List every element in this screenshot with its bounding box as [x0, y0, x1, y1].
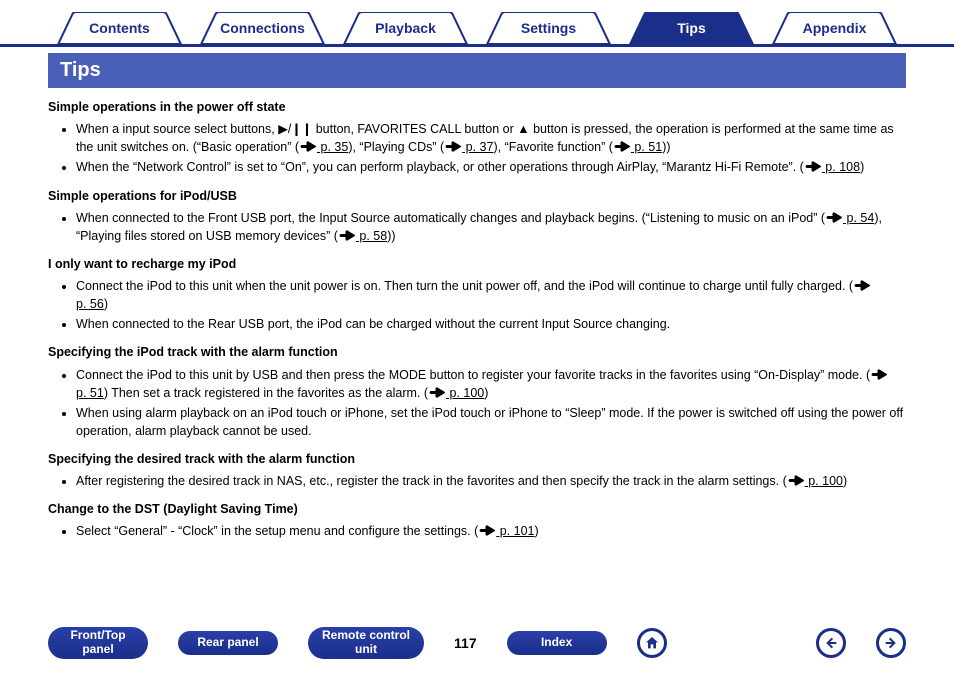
tip-item: When connected to the Front USB port, th… — [76, 209, 906, 245]
page-ref-link[interactable]: p. 108 — [822, 160, 860, 174]
tip-item: When a input source select buttons, ▶/❙❙… — [76, 120, 906, 156]
section-title: Simple operations in the power off state — [48, 98, 906, 116]
tip-item: When using alarm playback on an iPod tou… — [76, 404, 906, 440]
section-title: Specifying the desired track with the al… — [48, 450, 906, 468]
page-ref-link[interactable]: p. 54 — [843, 211, 874, 225]
footer-nav-button[interactable]: Rear panel — [178, 631, 278, 655]
tip-item: Connect the iPod to this unit by USB and… — [76, 366, 906, 402]
prev-page-icon[interactable] — [816, 628, 846, 658]
page-ref-link[interactable]: p. 101 — [496, 524, 534, 538]
tab-settings[interactable]: Settings — [477, 12, 620, 44]
section-title: Specifying the iPod track with the alarm… — [48, 343, 906, 361]
tab-label: Connections — [191, 12, 334, 44]
home-icon[interactable] — [637, 628, 667, 658]
tab-label: Tips — [620, 12, 763, 44]
next-page-icon[interactable] — [876, 628, 906, 658]
footer-nav-button[interactable]: Remote controlunit — [308, 627, 424, 659]
tip-item: After registering the desired track in N… — [76, 472, 906, 490]
tip-item: When the “Network Control” is set to “On… — [76, 158, 906, 176]
page-ref-link[interactable]: p. 56 — [76, 297, 104, 311]
tip-item: When connected to the Rear USB port, the… — [76, 315, 906, 333]
page-ref-link[interactable]: p. 51 — [76, 386, 104, 400]
page-ref-link[interactable]: p. 51 — [631, 140, 662, 154]
tab-appendix[interactable]: Appendix — [763, 12, 906, 44]
section-title: Change to the DST (Daylight Saving Time) — [48, 500, 906, 518]
tab-label: Appendix — [763, 12, 906, 44]
tab-tips[interactable]: Tips — [620, 12, 763, 44]
index-button[interactable]: Index — [507, 631, 607, 655]
footer-nav-button[interactable]: Front/Toppanel — [48, 627, 148, 659]
tab-playback[interactable]: Playback — [334, 12, 477, 44]
section-title: I only want to recharge my iPod — [48, 255, 906, 273]
tab-label: Settings — [477, 12, 620, 44]
section-title: Simple operations for iPod/USB — [48, 187, 906, 205]
tab-label: Contents — [48, 12, 191, 44]
page-ref-link[interactable]: p. 100 — [446, 386, 484, 400]
tab-connections[interactable]: Connections — [191, 12, 334, 44]
page-ref-link[interactable]: p. 58 — [356, 229, 387, 243]
page-ref-link[interactable]: p. 35 — [317, 140, 348, 154]
page-ref-link[interactable]: p. 100 — [805, 474, 843, 488]
tip-item: Select “General” - “Clock” in the setup … — [76, 522, 906, 540]
tip-item: Connect the iPod to this unit when the u… — [76, 277, 906, 313]
page-title: Tips — [48, 53, 906, 88]
page-ref-link[interactable]: p. 37 — [462, 140, 493, 154]
page-number: 117 — [454, 635, 477, 651]
tab-label: Playback — [334, 12, 477, 44]
tab-contents[interactable]: Contents — [48, 12, 191, 44]
